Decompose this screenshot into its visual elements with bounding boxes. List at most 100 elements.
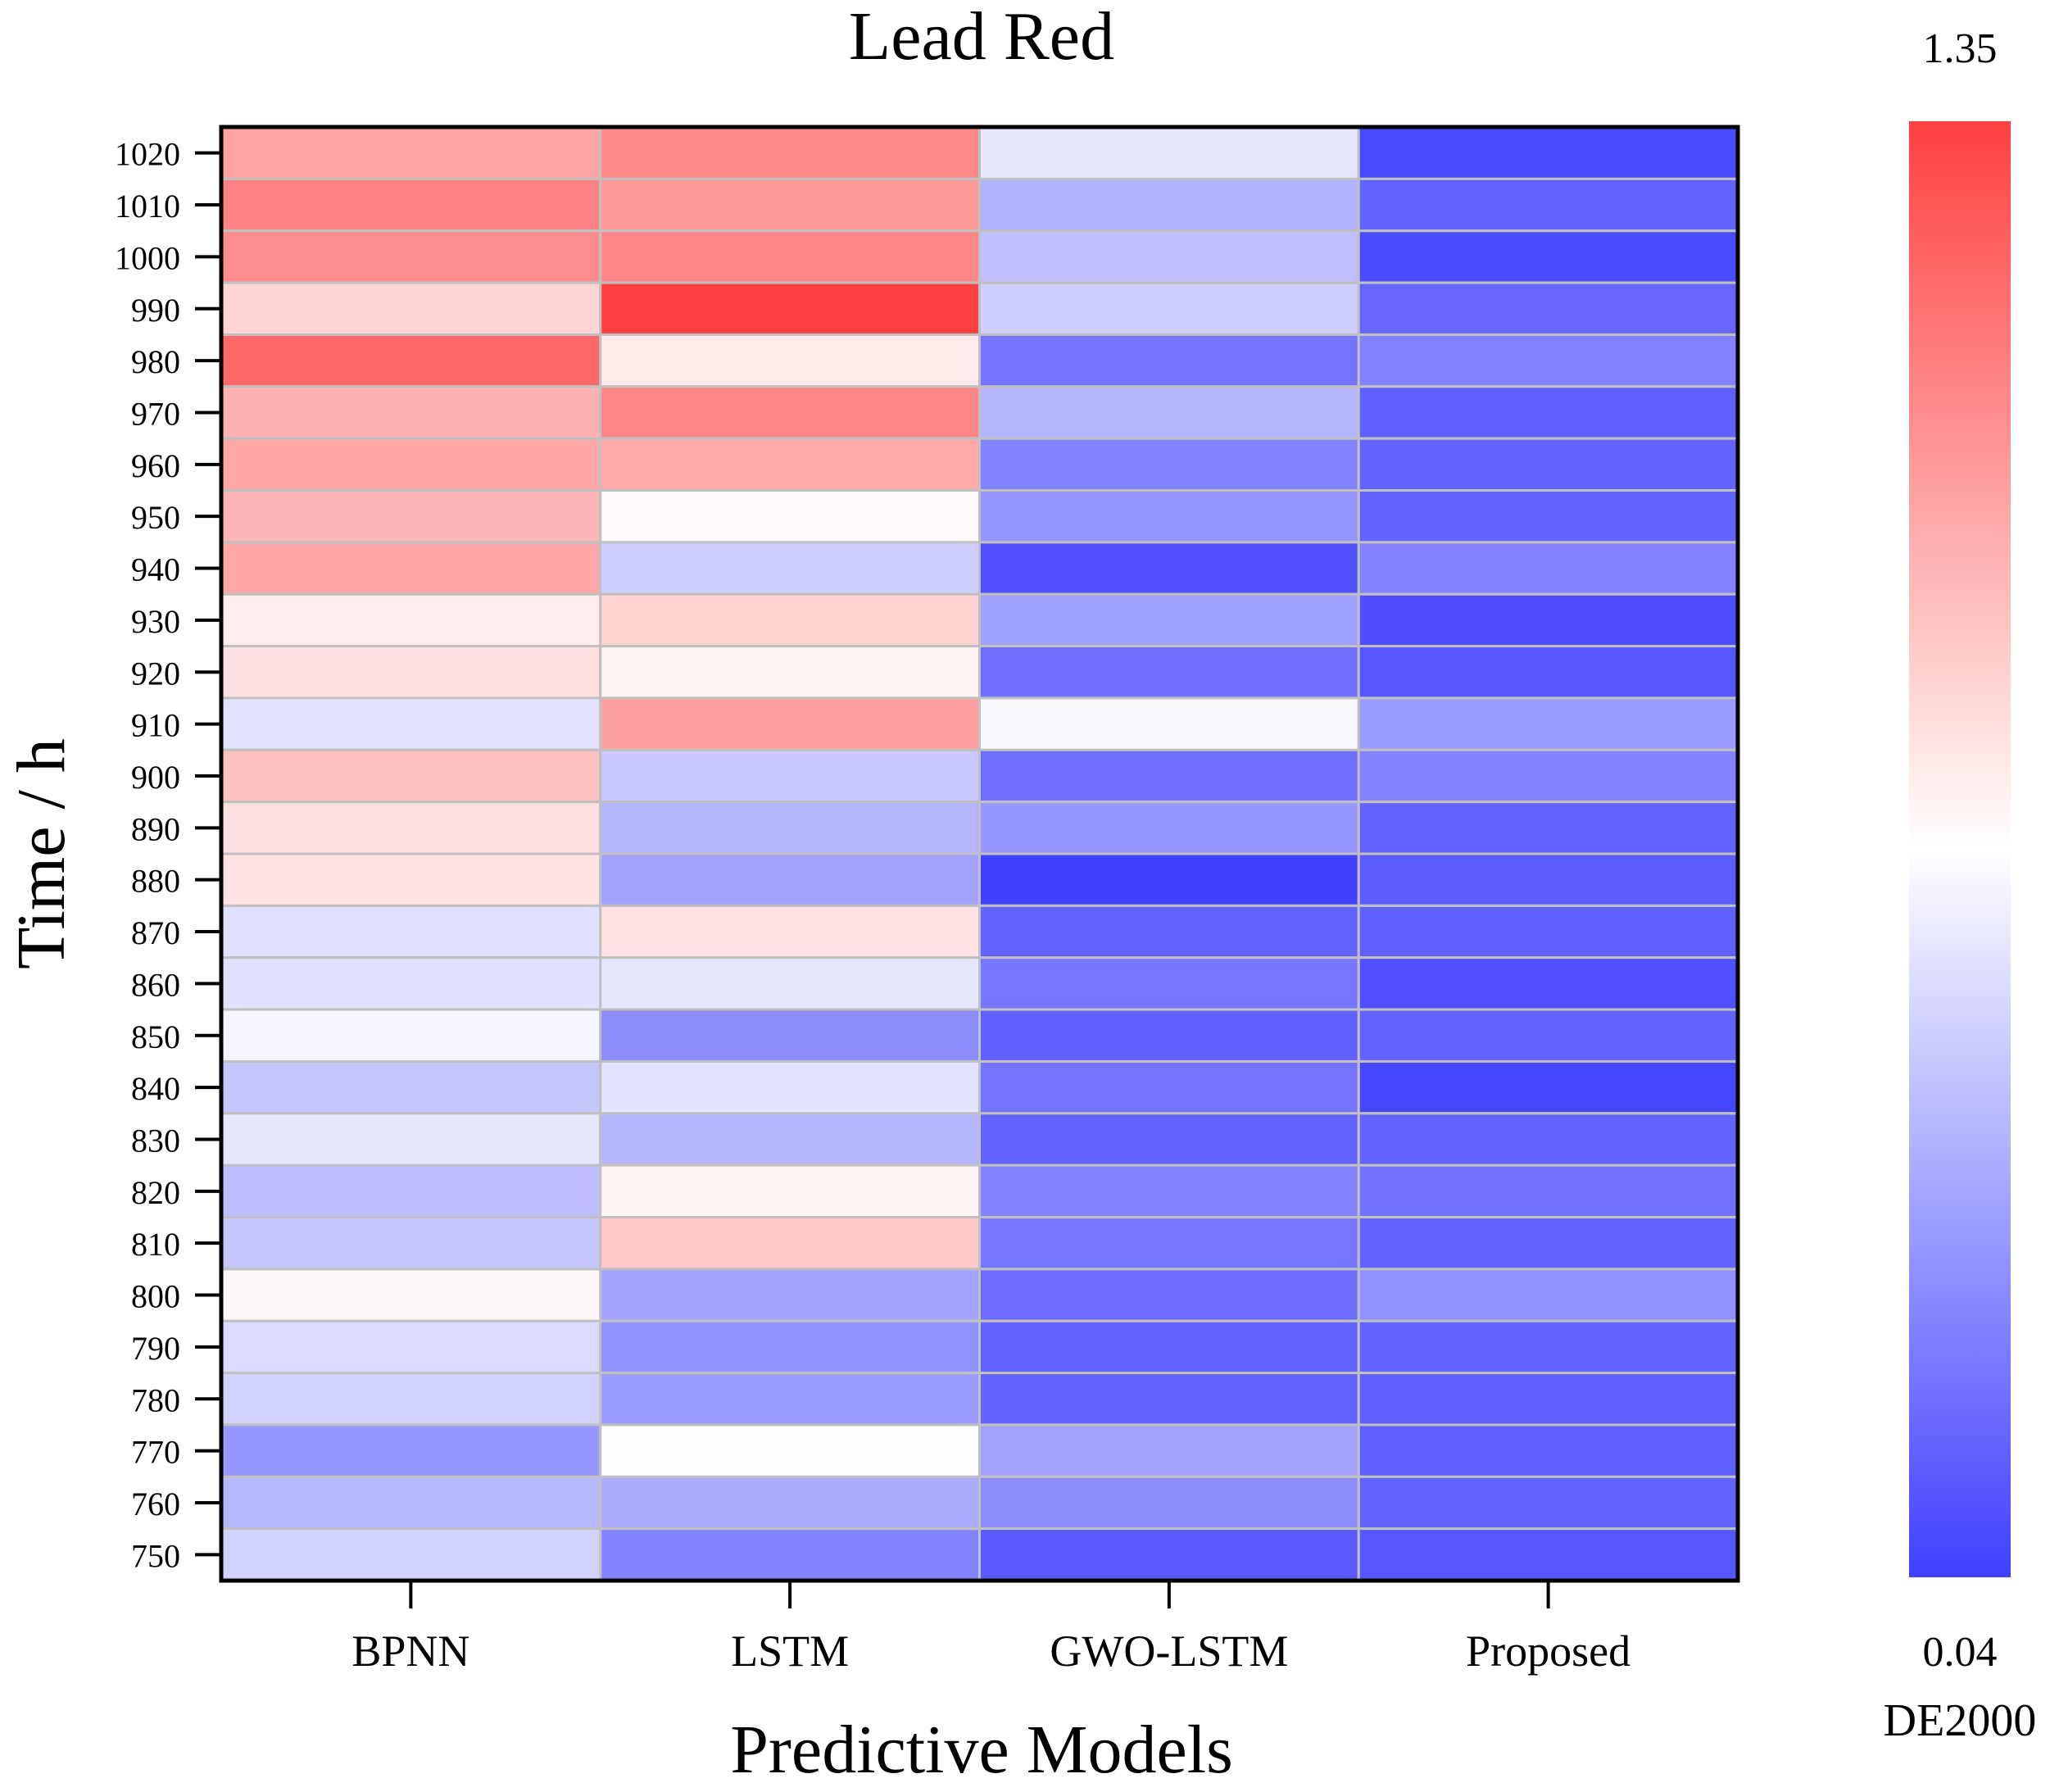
y-tick-label: 780	[131, 1381, 180, 1418]
y-tick-label: 790	[131, 1330, 180, 1367]
heatmap-cell-880-gwo-lstm	[978, 852, 1360, 907]
heatmap-cell-1000-lstm	[599, 229, 981, 284]
heatmap-cell-790-proposed	[1357, 1319, 1739, 1375]
heatmap-cell-830-gwo-lstm	[978, 1112, 1360, 1167]
heatmap-cell-970-bpnn	[220, 385, 602, 440]
heatmap-cell-750-gwo-lstm	[978, 1527, 1360, 1582]
heatmap-cell-940-bpnn	[220, 541, 602, 596]
heatmap-cell-980-gwo-lstm	[978, 333, 1360, 388]
heatmap-cell-840-gwo-lstm	[978, 1059, 1360, 1115]
heatmap-cell-920-gwo-lstm	[978, 645, 1360, 700]
y-tick-label: 1010	[115, 188, 180, 225]
heatmap-cell-890-gwo-lstm	[978, 801, 1360, 855]
heatmap-cell-970-lstm	[599, 385, 981, 440]
y-tick-label: 810	[131, 1226, 180, 1263]
y-tick-label: 920	[131, 655, 180, 692]
heatmap-cell-750-bpnn	[220, 1527, 602, 1582]
heatmap-cell-880-lstm	[599, 852, 981, 907]
heatmap-cell-1000-gwo-lstm	[978, 229, 1360, 284]
y-tick-label: 900	[131, 759, 180, 796]
heatmap-cell-980-bpnn	[220, 333, 602, 388]
heatmap-cell-960-lstm	[599, 437, 981, 492]
heatmap-cell-890-lstm	[599, 801, 981, 855]
heatmap-cell-990-proposed	[1357, 281, 1739, 336]
heatmap-cell-910-bpnn	[220, 696, 602, 751]
heatmap-cell-1020-bpnn	[220, 125, 602, 180]
heatmap-cell-950-bpnn	[220, 489, 602, 544]
heatmap-cell-970-gwo-lstm	[978, 385, 1360, 440]
heatmap-cell-840-bpnn	[220, 1059, 602, 1115]
y-tick-label: 850	[131, 1018, 180, 1055]
heatmap-cell-940-gwo-lstm	[978, 541, 1360, 596]
y-axis: 1020 1010 1000 990 980 970 960 950 940 930 920 910 9…	[115, 136, 221, 1574]
heatmap-cell-880-proposed	[1357, 852, 1739, 907]
plot-frame	[219, 125, 1740, 1583]
y-tick-label: 800	[131, 1278, 180, 1315]
heatmap-cell-900-proposed	[1357, 748, 1739, 804]
y-tick-label: 760	[131, 1486, 180, 1522]
y-tick-label: 1020	[115, 136, 180, 173]
y-tick-label: 870	[131, 914, 180, 951]
heatmap-cell-1010-bpnn	[220, 177, 602, 233]
heatmap-cell-1020-proposed	[1357, 125, 1739, 180]
heatmap-cell-830-bpnn	[220, 1112, 602, 1167]
y-tick-label: 1000	[115, 239, 180, 276]
heatmap-cell-980-proposed	[1357, 333, 1739, 388]
heatmap-cell-850-proposed	[1357, 1008, 1739, 1063]
heatmap-cell-760-bpnn	[220, 1475, 602, 1531]
heatmap-cell-810-gwo-lstm	[978, 1216, 1360, 1271]
heatmap-cell-770-gwo-lstm	[978, 1423, 1360, 1478]
heatmap-cell-820-gwo-lstm	[978, 1164, 1360, 1218]
heatmap-cell-800-gwo-lstm	[978, 1268, 1360, 1322]
heatmap-cell-830-proposed	[1357, 1112, 1739, 1167]
x-axis: BPNN LSTM GWO-LSTM Proposed	[351, 1581, 1630, 1676]
heatmap-cell-980-lstm	[599, 333, 981, 388]
heatmap-cell-860-proposed	[1357, 956, 1739, 1011]
heatmap-cell-780-gwo-lstm	[978, 1372, 1360, 1427]
y-tick-label: 970	[131, 395, 180, 432]
chart-title: Lead Red	[849, 0, 1114, 75]
heatmap-cell-870-gwo-lstm	[978, 904, 1360, 960]
y-tick-label: 890	[131, 810, 180, 847]
colorbar-min-label: 0.04	[1923, 1629, 1998, 1676]
heatmap-cell-790-gwo-lstm	[978, 1319, 1360, 1375]
heatmap-cell-970-proposed	[1357, 385, 1739, 440]
y-tick-label: 960	[131, 447, 180, 484]
y-tick-label: 910	[131, 707, 180, 744]
heatmap-cell-770-proposed	[1357, 1423, 1739, 1478]
heatmap-cell-960-bpnn	[220, 437, 602, 492]
heatmap-cell-920-lstm	[599, 645, 981, 700]
heatmap-cell-810-bpnn	[220, 1216, 602, 1271]
heatmap-cell-900-gwo-lstm	[978, 748, 1360, 804]
heatmap-cell-950-lstm	[599, 489, 981, 544]
heatmap-cell-1010-lstm	[599, 177, 981, 233]
heatmap-cell-1020-lstm	[599, 125, 981, 180]
heatmap-cell-990-lstm	[599, 281, 981, 336]
colorbar-max-label: 1.35	[1923, 25, 1998, 72]
heatmap-cell-880-bpnn	[220, 852, 602, 907]
y-tick-label: 860	[131, 966, 180, 1003]
heatmap-cell-830-lstm	[599, 1112, 981, 1167]
heatmap-cell-790-bpnn	[220, 1319, 602, 1375]
y-tick-label: 980	[131, 343, 180, 380]
heatmap-cell-760-proposed	[1357, 1475, 1739, 1531]
heatmap-cell-800-proposed	[1357, 1268, 1739, 1322]
heatmap-cell-850-gwo-lstm	[978, 1008, 1360, 1063]
y-tick-label: 770	[131, 1434, 180, 1471]
colorbar-title: DE2000	[1884, 1695, 2037, 1746]
heatmap-cell-820-lstm	[599, 1164, 981, 1218]
colorbar	[1909, 121, 2011, 1577]
heatmap-cell-920-bpnn	[220, 645, 602, 700]
y-tick-label: 820	[131, 1174, 180, 1211]
heatmap-cell-1000-bpnn	[220, 229, 602, 284]
heatmap-cells	[220, 125, 1739, 1582]
heatmap-cell-1010-gwo-lstm	[978, 177, 1360, 233]
heatmap-cell-860-gwo-lstm	[978, 956, 1360, 1011]
heatmap-cell-900-lstm	[599, 748, 981, 804]
x-tick-label: LSTM	[731, 1626, 849, 1676]
y-tick-label: 750	[131, 1537, 180, 1574]
heatmap-cell-800-lstm	[599, 1268, 981, 1322]
x-tick-label: GWO-LSTM	[1050, 1626, 1288, 1676]
heatmap-cell-1000-proposed	[1357, 229, 1739, 284]
heatmap-cell-820-bpnn	[220, 1164, 602, 1218]
